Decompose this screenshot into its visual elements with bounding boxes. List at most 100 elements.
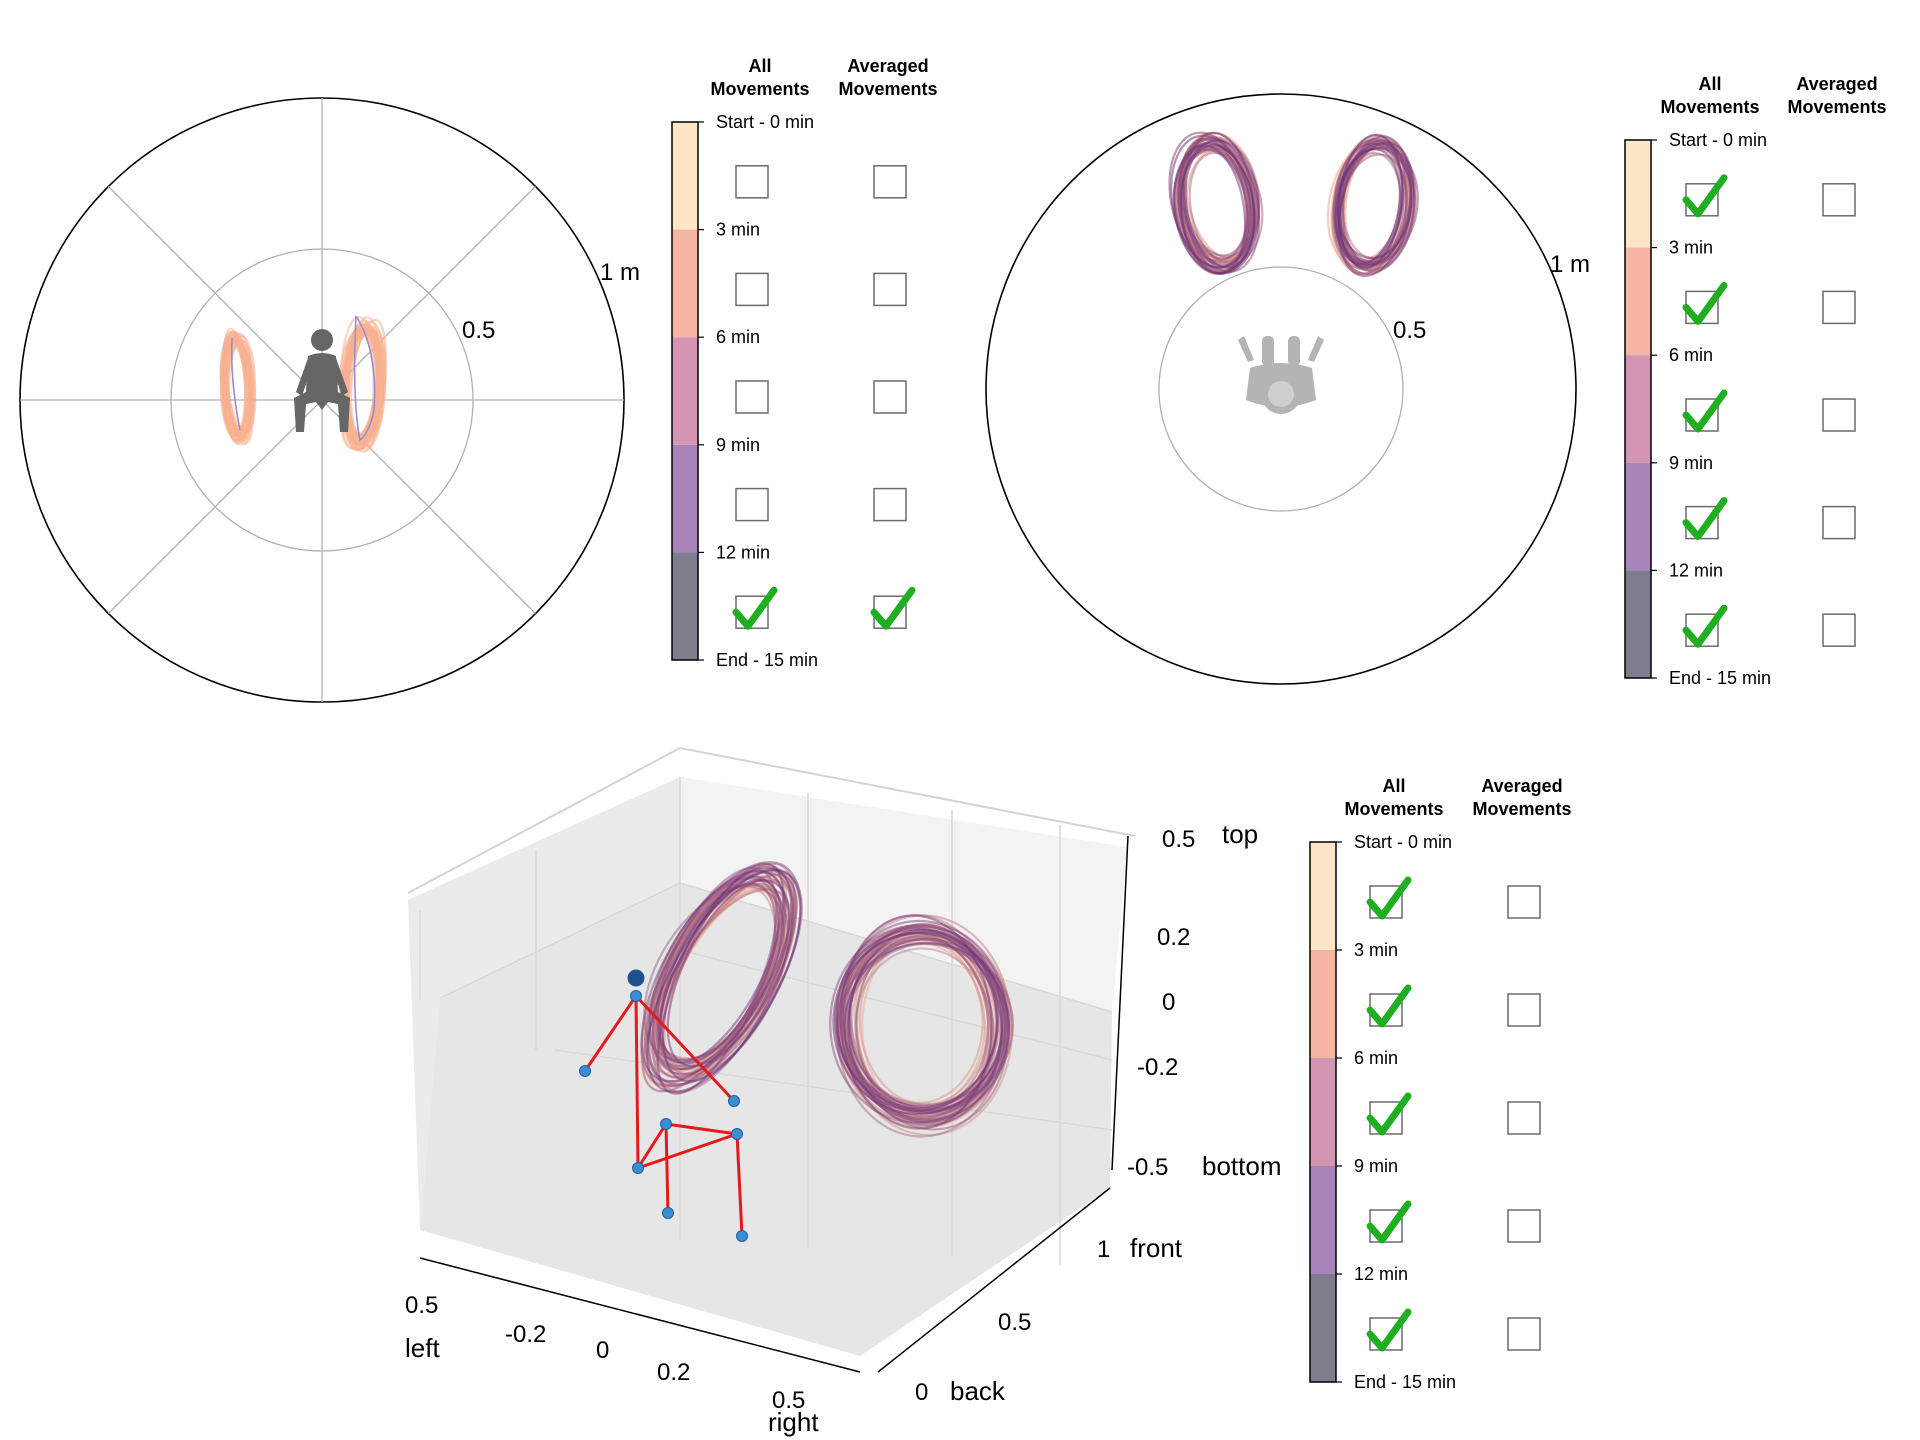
trajectory-loop [658, 878, 781, 1064]
time-label: 3 min [1669, 238, 1713, 258]
all-movements-checkbox[interactable] [735, 380, 769, 414]
time-label: 9 min [716, 435, 760, 455]
averaged-movements-checkbox[interactable] [1822, 183, 1856, 217]
3d-trajectory-clusters [640, 860, 1014, 1138]
skeleton-joint [627, 969, 645, 987]
all-movements-checkbox[interactable] [1682, 497, 1728, 541]
time-label: 6 min [716, 327, 760, 347]
averaged-movements-checkbox[interactable] [1507, 993, 1541, 1027]
all-movements-checkbox[interactable] [1366, 1092, 1412, 1136]
y-axis-front-label: front [1130, 1233, 1183, 1263]
all-movements-checkbox[interactable] [1682, 174, 1728, 218]
front-trajectory-clusters [219, 315, 387, 453]
legend-3d: All Movements Averaged Movements Start - 0 m… [1309, 776, 1572, 1392]
averaged-movements-checkbox[interactable] [873, 380, 907, 414]
all-movements-checkbox[interactable] [1366, 984, 1412, 1028]
seated-person-front-icon [294, 329, 350, 432]
averaged-movements-checkbox[interactable] [873, 487, 907, 522]
all-movements-checkbox[interactable] [735, 272, 769, 307]
polar-inner-ring [1158, 266, 1404, 512]
skeleton-figure [579, 969, 748, 1242]
z-tick-label: -0.5 [1127, 1154, 1168, 1181]
trajectory-loop [836, 931, 999, 1112]
trajectory-loop [832, 928, 1004, 1116]
head-top-icon [1268, 381, 1294, 407]
colorbar-frame [671, 121, 699, 661]
all-movements-checkbox[interactable] [1366, 1200, 1412, 1244]
all-movements-header: Movements [1660, 97, 1759, 117]
colorbar-segment [1310, 1274, 1336, 1382]
trajectory-loop [666, 879, 790, 1068]
averaged-movements-checkbox[interactable] [873, 272, 907, 307]
x-tick-label: 0 [596, 1337, 609, 1364]
green-checkmark-icon [1366, 1092, 1412, 1136]
averaged-movements-checkbox[interactable] [873, 165, 907, 199]
polar-outer-ring [985, 93, 1577, 685]
y-axis-back-label: back [950, 1376, 1006, 1406]
skeleton-bone [636, 1123, 668, 1169]
radial-tick-label: 0.5 [462, 317, 495, 344]
all-movements-header: All [748, 56, 771, 76]
averaged-movements-checkbox[interactable] [1507, 1209, 1541, 1243]
y-tick-label: 1 [1097, 1236, 1110, 1263]
averaged-movements-checkbox[interactable] [1822, 290, 1856, 325]
trajectory-loop [226, 341, 251, 433]
all-movements-header: All [1382, 776, 1405, 796]
time-label: Start - 0 min [1354, 832, 1452, 852]
averaged-movements-checkbox[interactable] [1822, 398, 1856, 432]
x-axis-left-label: left [405, 1333, 440, 1363]
empty-checkbox-icon [1822, 505, 1856, 540]
averaged-movements-header: Movements [838, 79, 937, 99]
colorbar-frame [1624, 139, 1652, 679]
x-tick-label: -0.2 [505, 1321, 546, 1348]
z-tick-label: 0.2 [1157, 924, 1190, 951]
trajectory-loop [640, 869, 787, 1083]
skeleton-joint [660, 1118, 672, 1130]
green-checkmark-icon [1682, 389, 1728, 433]
time-label: End - 15 min [1354, 1372, 1456, 1392]
top-trajectory-clusters [1168, 131, 1419, 278]
time-label: 3 min [716, 220, 760, 240]
all-movements-checkbox[interactable] [1682, 389, 1728, 433]
averaged-movements-checkbox[interactable] [1822, 613, 1856, 647]
z-axis-bottom-label: bottom [1202, 1151, 1282, 1181]
all-movements-checkbox[interactable] [735, 165, 769, 199]
averaged-movements-checkbox[interactable] [1822, 505, 1856, 540]
averaged-movements-header: Movements [1472, 799, 1571, 819]
all-movements-checkbox[interactable] [1366, 876, 1412, 920]
time-label: 12 min [716, 542, 770, 562]
3d-top-rim [407, 746, 1136, 894]
empty-checkbox-icon [1507, 1101, 1541, 1135]
3d-axis-lines [419, 835, 1129, 1373]
all-movements-checkbox[interactable] [1366, 1308, 1412, 1352]
all-movements-checkbox[interactable] [1682, 604, 1728, 648]
legend-top-polar: All Movements Averaged Movements Start - 0 m… [1624, 74, 1887, 688]
all-movements-header: Movements [1344, 799, 1443, 819]
y-tick-label: 0 [915, 1379, 928, 1406]
averaged-movements-checkbox[interactable] [1507, 1317, 1541, 1351]
x-tick-label: 0.2 [657, 1359, 690, 1386]
time-label: Start - 0 min [716, 112, 814, 132]
empty-checkbox-icon [1507, 1317, 1541, 1351]
empty-checkbox-icon [1507, 1209, 1541, 1243]
all-movements-checkbox[interactable] [732, 586, 778, 630]
trajectory-loop [222, 333, 247, 442]
time-label: 12 min [1669, 560, 1723, 580]
top-polar-plot: 0.5 1 m [985, 93, 1590, 685]
all-movements-checkbox[interactable] [1682, 281, 1728, 325]
colorbar-segment [1625, 247, 1651, 356]
green-checkmark-icon [1682, 497, 1728, 541]
skeleton-bone [634, 995, 640, 1169]
skeleton-joint [662, 1207, 674, 1219]
colorbar-segment [672, 122, 698, 230]
radial-tick-label: 0.5 [1393, 317, 1426, 344]
all-movements-checkbox[interactable] [735, 487, 769, 522]
averaged-movements-checkbox[interactable] [1507, 885, 1541, 919]
empty-checkbox-icon [735, 272, 769, 307]
averaged-movements-checkbox[interactable] [870, 586, 916, 630]
averaged-movements-checkbox[interactable] [1507, 1101, 1541, 1135]
trajectory-loop [841, 925, 1009, 1112]
z-axis-top-label: top [1222, 819, 1258, 849]
skeleton-joint [630, 990, 642, 1002]
